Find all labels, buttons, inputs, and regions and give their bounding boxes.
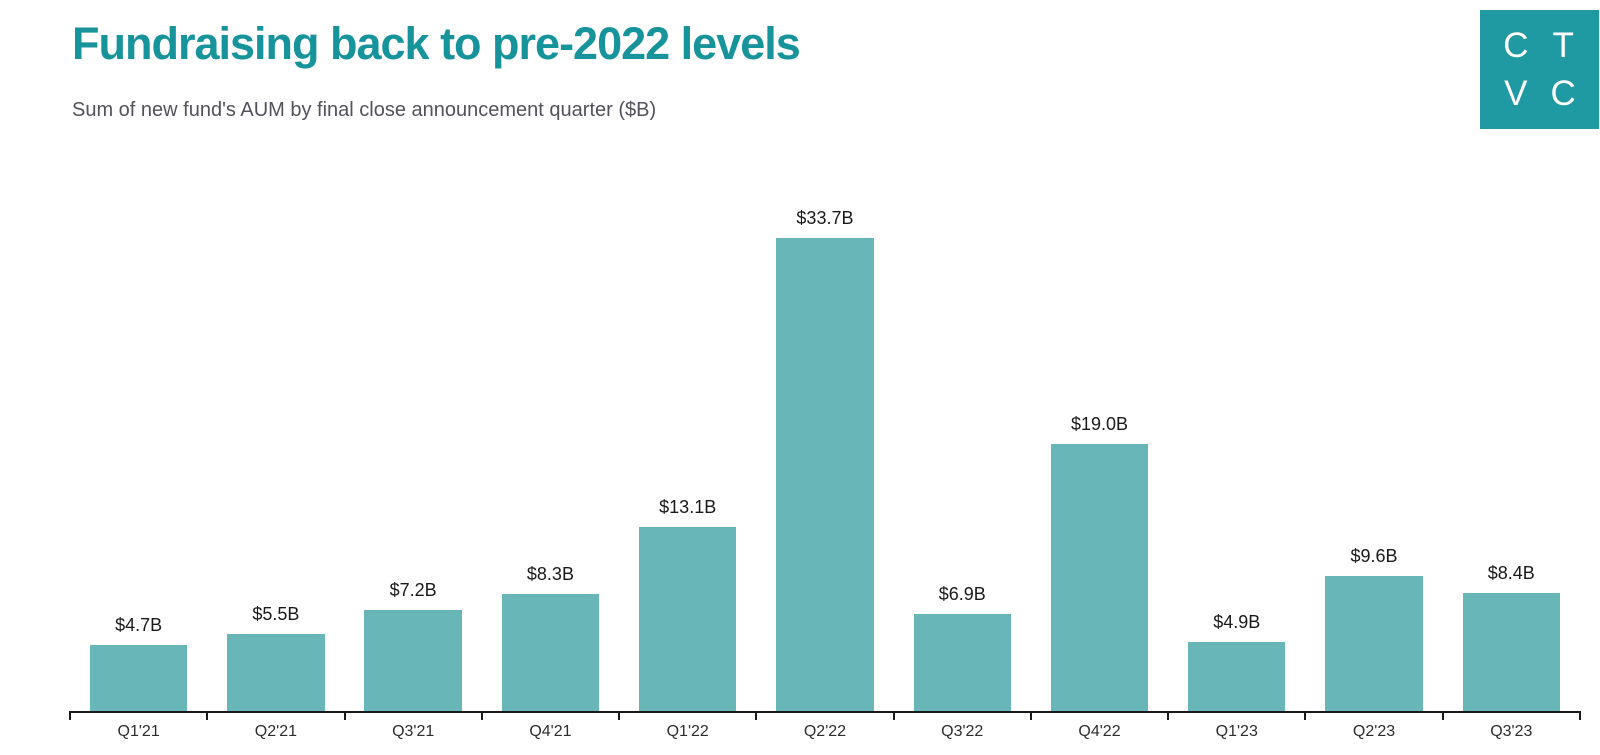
x-axis-line	[69, 711, 1581, 713]
bar-value-label: $13.1B	[659, 496, 717, 517]
bar	[1325, 576, 1423, 711]
axis-tick	[343, 713, 346, 720]
bar-group: $4.7B	[70, 180, 207, 711]
bar	[364, 609, 462, 711]
x-tick-label: Q3'21	[392, 723, 435, 740]
logo-letter: C	[1550, 73, 1576, 113]
bar-group: $5.5B	[207, 180, 344, 711]
logo-letter: T	[1552, 25, 1574, 65]
x-tick-label: Q1'23	[1215, 723, 1258, 740]
bar-group: $4.9B	[1168, 180, 1305, 711]
bar-group: $8.4B	[1443, 180, 1580, 711]
bar-group: $9.6B	[1305, 180, 1442, 711]
bar-value-label: $19.0B	[1070, 414, 1129, 435]
x-tick-label: Q1'21	[117, 723, 160, 740]
bar-value-label: $7.2B	[389, 579, 437, 600]
ctvc-logo: C T V C	[1480, 10, 1599, 129]
bar-value-label: $33.7B	[796, 207, 854, 228]
bar	[89, 644, 188, 711]
bar	[1462, 593, 1561, 711]
bar	[1188, 642, 1286, 711]
chart-title: Fundraising back to pre-2022 levels	[72, 18, 801, 69]
bar	[776, 237, 874, 711]
logo-letter: C	[1503, 25, 1529, 65]
axis-tick	[892, 713, 895, 720]
axis-tick	[755, 713, 758, 720]
bar	[501, 594, 600, 711]
x-tick-label: Q2'23	[1352, 723, 1396, 740]
bar	[913, 614, 1011, 711]
bar-value-label: $8.3B	[526, 564, 574, 585]
x-tick-label: Q3'23	[1490, 723, 1533, 740]
bar-group: $13.1B	[619, 180, 756, 711]
plot-area: $4.7B $5.5B $7.2B $8.3B $13.1B $33.7B $6.9B $19…	[70, 180, 1580, 711]
x-tick-label: Q2'22	[803, 723, 847, 740]
logo-letter: V	[1504, 73, 1528, 113]
bar-chart: $4.7B $5.5B $7.2B $8.3B $13.1B $33.7B $6.9B $19…	[69, 180, 1581, 740]
bar-value-label: $5.5B	[252, 603, 300, 624]
x-tick-label: Q3'22	[941, 723, 984, 740]
x-tick-label: Q1'22	[666, 723, 709, 740]
bar-value-label: $4.9B	[1213, 612, 1261, 633]
axis-tick	[618, 713, 621, 720]
bar-group: $6.9B	[894, 180, 1031, 711]
chart-subtitle: Sum of new fund's AUM by final close ann…	[72, 99, 657, 121]
x-tick-label: Q4'22	[1078, 723, 1121, 740]
bar-group: $8.3B	[482, 180, 619, 711]
axis-tick	[1441, 713, 1444, 720]
axis-tick	[206, 713, 209, 720]
axis-tick	[69, 713, 71, 720]
axis-tick	[1304, 713, 1307, 720]
bar	[227, 633, 325, 711]
x-tick-label: Q2'21	[254, 723, 297, 740]
category-axis: Q1'21 Q2'21 Q3'21 Q4'21 Q1'22 Q2'22 Q3'22 Q4'22…	[70, 723, 1580, 741]
bar-value-label: $4.7B	[115, 614, 163, 635]
bar	[1050, 444, 1149, 711]
axis-tick	[480, 713, 483, 720]
axis-tick	[1579, 713, 1581, 720]
bar-group: $33.7B	[756, 180, 893, 711]
bar-value-label: $6.9B	[938, 584, 986, 605]
bar-value-label: $8.4B	[1487, 563, 1535, 583]
bar-group: $19.0B	[1031, 180, 1168, 711]
x-tick-label: Q4'21	[529, 723, 572, 740]
bar	[638, 526, 737, 711]
axis-tick	[1167, 713, 1170, 720]
axis-tick	[1029, 713, 1032, 720]
bar-value-label: $9.6B	[1350, 546, 1398, 567]
bar-group: $7.2B	[345, 180, 482, 711]
